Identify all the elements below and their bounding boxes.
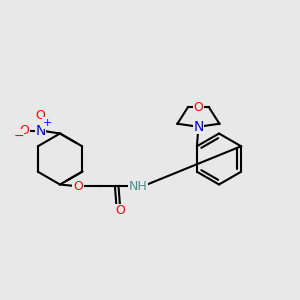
Text: N: N [35, 124, 46, 137]
Text: +: + [42, 118, 52, 128]
Text: N: N [193, 120, 204, 134]
Text: O: O [115, 204, 125, 218]
Text: O: O [19, 124, 29, 137]
Text: O: O [73, 179, 83, 193]
Text: O: O [194, 101, 203, 114]
Text: O: O [36, 109, 45, 122]
Text: −: − [14, 130, 24, 143]
Text: NH: NH [129, 179, 147, 193]
